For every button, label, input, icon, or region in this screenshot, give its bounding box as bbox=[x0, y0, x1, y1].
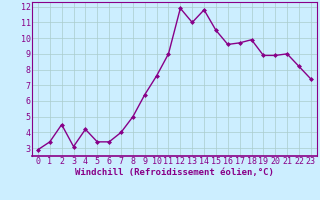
X-axis label: Windchill (Refroidissement éolien,°C): Windchill (Refroidissement éolien,°C) bbox=[75, 168, 274, 177]
